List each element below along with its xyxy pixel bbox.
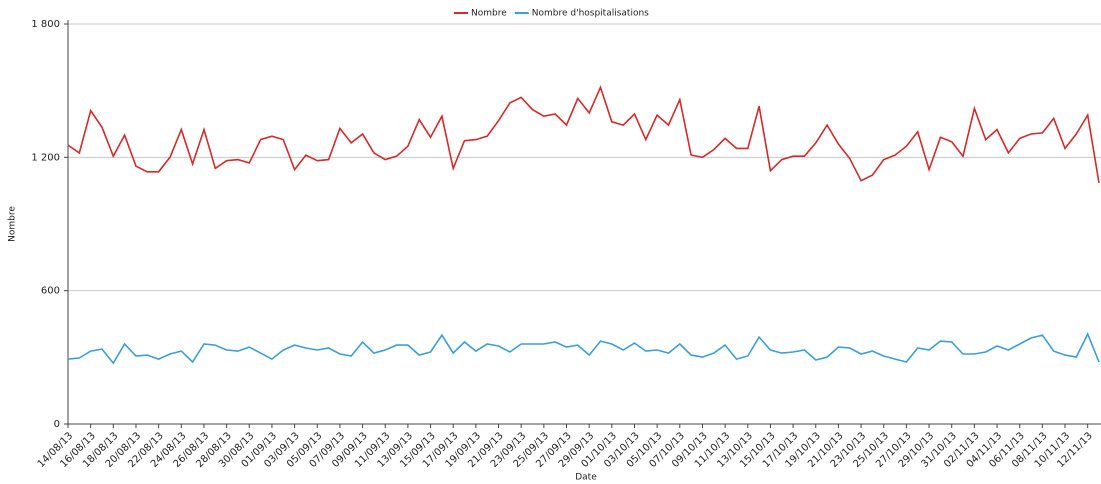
y-tick-label: 0 — [54, 419, 60, 430]
legend-label: Nombre — [471, 9, 507, 19]
x-axis-label: Date — [575, 473, 597, 483]
y-tick-label: 1 800 — [31, 19, 60, 30]
y-tick-label: 1 200 — [31, 152, 60, 163]
series-line — [67, 85, 1100, 184]
series-line — [67, 332, 1100, 365]
y-axis-label: Nombre — [8, 206, 18, 242]
y-tick-label: 600 — [41, 286, 60, 297]
legend-label: Nombre d'hospitalisations — [532, 9, 649, 19]
